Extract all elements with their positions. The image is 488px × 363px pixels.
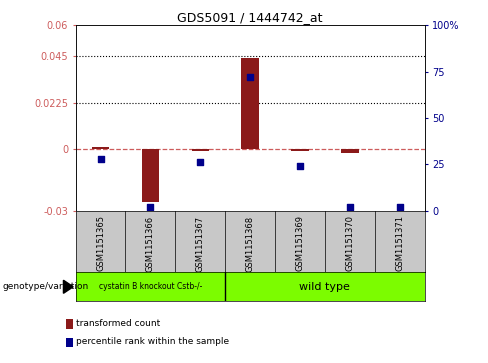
Bar (191, 149, 209, 151)
Bar (242, 58, 259, 149)
Point (296, 163, 304, 169)
Bar (142, 149, 159, 202)
Text: GSM1151368: GSM1151368 (245, 216, 255, 272)
Text: percentile rank within the sample: percentile rank within the sample (76, 337, 229, 346)
Point (97, 156, 104, 162)
Text: GSM1151370: GSM1151370 (346, 216, 354, 272)
Text: GSM1151369: GSM1151369 (295, 216, 305, 272)
Text: cystatin B knockout Cstb-/-: cystatin B knockout Cstb-/- (99, 282, 202, 291)
Title: GDS5091 / 1444742_at: GDS5091 / 1444742_at (177, 11, 323, 24)
Text: transformed count: transformed count (76, 319, 160, 327)
Bar (341, 149, 359, 153)
Text: GSM1151365: GSM1151365 (96, 216, 105, 272)
Polygon shape (63, 280, 73, 293)
Point (346, 204, 354, 210)
Text: genotype/variation: genotype/variation (2, 282, 89, 291)
Point (396, 204, 404, 210)
Point (196, 159, 204, 165)
Bar (92, 147, 109, 149)
Point (246, 74, 254, 80)
Text: GSM1151371: GSM1151371 (395, 216, 404, 272)
Text: wild type: wild type (300, 282, 350, 292)
Bar (291, 149, 309, 151)
Point (146, 204, 154, 210)
Text: GSM1151366: GSM1151366 (146, 216, 155, 272)
Text: GSM1151367: GSM1151367 (196, 216, 205, 272)
